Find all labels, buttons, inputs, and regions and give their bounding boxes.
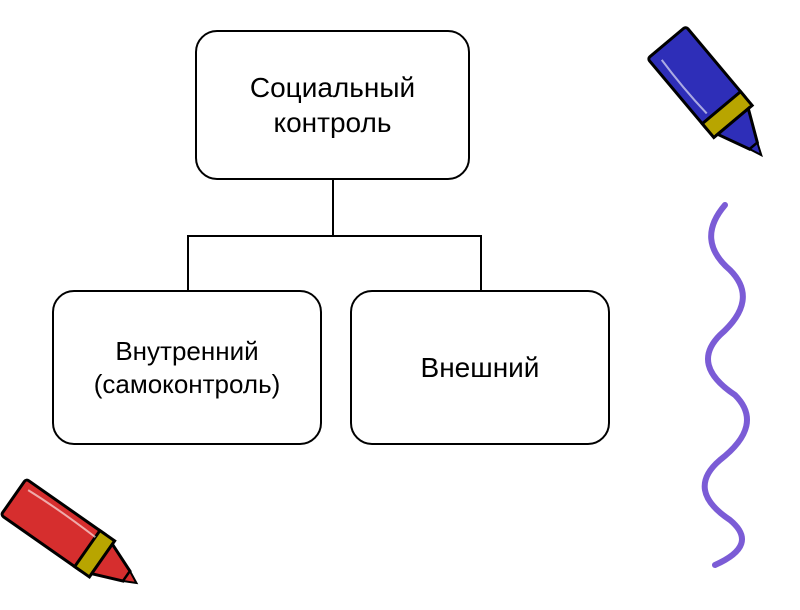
crayon-icon	[640, 10, 790, 190]
squiggle-line	[680, 200, 770, 570]
node-root-text: Социальныйконтроль	[250, 72, 415, 138]
node-left-label: Внутренний(самоконтроль)	[94, 335, 281, 400]
node-right-label: Внешний	[421, 350, 540, 385]
node-right: Внешний	[350, 290, 610, 445]
hierarchy-diagram: Социальныйконтроль Внутренний(самоконтро…	[50, 20, 610, 470]
connector-right-drop	[480, 235, 482, 290]
node-root: Социальныйконтроль	[195, 30, 470, 180]
connector-horizontal	[187, 235, 482, 237]
connector-left-drop	[187, 235, 189, 290]
connector-root-down	[332, 180, 334, 235]
node-left-text: Внутренний(самоконтроль)	[94, 336, 281, 399]
node-left: Внутренний(самоконтроль)	[52, 290, 322, 445]
node-root-label: Социальныйконтроль	[250, 70, 415, 140]
crayon-icon	[0, 470, 160, 610]
node-right-text: Внешний	[421, 352, 540, 383]
